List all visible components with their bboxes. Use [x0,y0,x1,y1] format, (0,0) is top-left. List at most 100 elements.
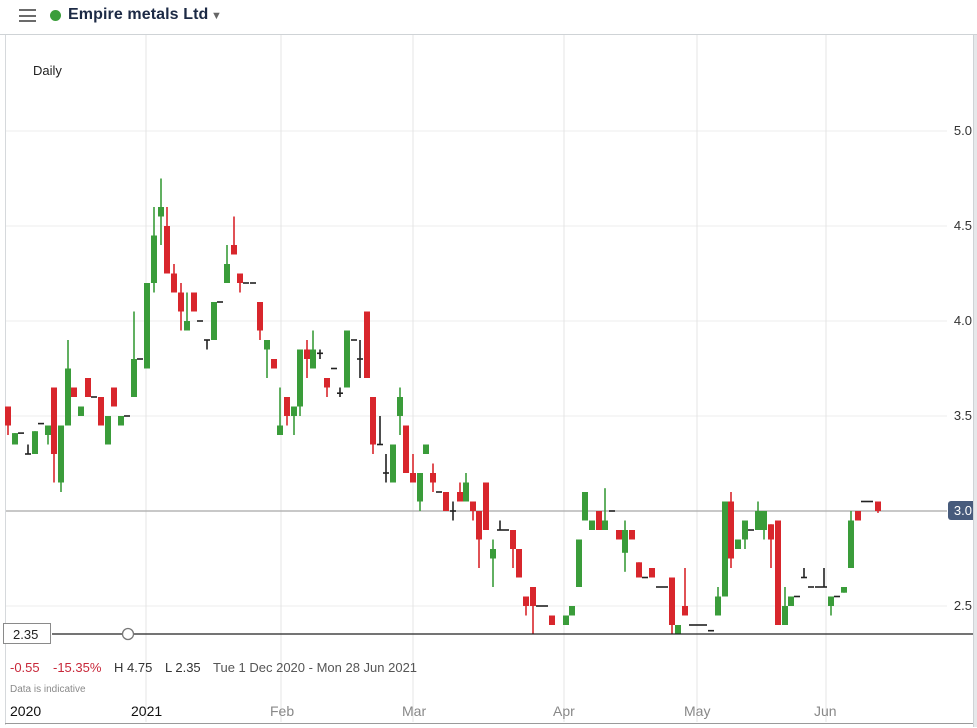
chevron-down-icon[interactable]: ▼ [211,10,222,22]
candle-body [430,473,436,483]
candle-doji [124,415,130,417]
candle-doji [137,358,143,360]
candle-doji [436,491,442,493]
candle-body [257,302,263,331]
candle-doji [867,500,873,503]
candle-doji [204,339,210,341]
candle-body [841,587,847,593]
candle-body [828,596,834,606]
instrument-title[interactable]: Empire metals Ltd [68,6,209,23]
candle-body [151,235,157,283]
candle-body [184,321,190,331]
candle-body [722,501,728,597]
candle-doji [861,500,867,503]
candle-body [51,387,57,454]
y-tick-label: 5.0 [953,123,972,138]
candle-body [523,596,529,606]
candle-body [476,511,482,540]
candle-body [490,549,496,559]
candle-body [397,397,403,416]
candle-body [463,482,469,502]
candle-body [284,397,290,416]
candle-body [178,292,184,312]
x-tick-label: 2021 [131,703,163,719]
candle-doji [801,576,807,579]
candle-body [131,359,137,397]
hamburger-menu-icon[interactable] [19,9,36,22]
candle-body [629,530,635,540]
chart-left-border [5,35,6,725]
candle-body [728,501,734,559]
candle-body [510,530,516,549]
candle-doji [25,453,31,455]
change-percent: -15.35% [53,660,102,675]
candle-doji [834,595,840,598]
candle-doji [662,586,668,588]
y-tick-label: 4.5 [953,218,972,233]
y-tick-label: 4.0 [953,313,972,328]
change-value: -0.55 [10,660,40,675]
candle-body [576,539,582,587]
candle-body [277,425,283,435]
candle-body [622,530,628,553]
candle-body [483,482,489,530]
candle-body [636,562,642,578]
candle-body [12,433,18,445]
candle-body [735,539,741,549]
candle-body [782,606,788,625]
candle-body [231,245,237,255]
candle-doji [250,282,256,284]
candle-doji [18,432,24,434]
candle-doji [701,624,707,626]
chart-header: Empire metals Ltd ▼ [0,0,977,35]
candle-doji [217,301,223,303]
candle-body [264,340,270,350]
x-tick-label: Jun [814,703,837,719]
x-tick-label: Feb [270,703,295,719]
candle-body [742,520,748,540]
candle-body [682,606,688,616]
candle-body [158,207,164,217]
candle-doji [609,510,615,512]
candle-doji [642,576,648,579]
candle-body [58,425,64,483]
candle-doji [794,595,800,598]
candle-doji [243,282,249,284]
x-tick-label: 2020 [10,703,42,719]
candle-body [370,397,376,445]
chart-scrollbar[interactable] [973,35,977,727]
candle-doji [503,529,509,531]
candle-body [191,292,197,312]
candle-body [602,520,608,530]
candle-doji [351,339,357,341]
candle-body [669,577,675,625]
candle-doji [197,320,203,322]
y-tick-label: 3.5 [953,408,972,423]
candle-body [582,492,588,521]
candle-doji [808,586,814,588]
period-high: H 4.75 [114,660,153,675]
candle-body [364,311,370,378]
candle-doji [656,586,662,588]
candle-body [616,530,622,540]
candle-doji [337,392,343,394]
candle-body [5,406,11,426]
candle-doji [357,358,363,360]
candle-body [271,359,277,369]
data-disclaimer: Data is indicative [10,684,86,695]
candle-doji [38,422,44,425]
candle-doji [536,605,542,607]
time-navigator[interactable] [5,723,973,728]
candle-body [78,406,84,416]
candle-body [530,587,536,606]
candle-body [390,444,396,483]
candle-body [423,444,429,454]
candle-body [563,615,569,625]
candle-body [171,273,177,293]
candle-body [457,492,463,502]
candle-body [715,596,721,616]
candle-doji [748,529,754,531]
candle-doji [377,443,383,446]
interval-label[interactable]: Daily [33,63,62,78]
